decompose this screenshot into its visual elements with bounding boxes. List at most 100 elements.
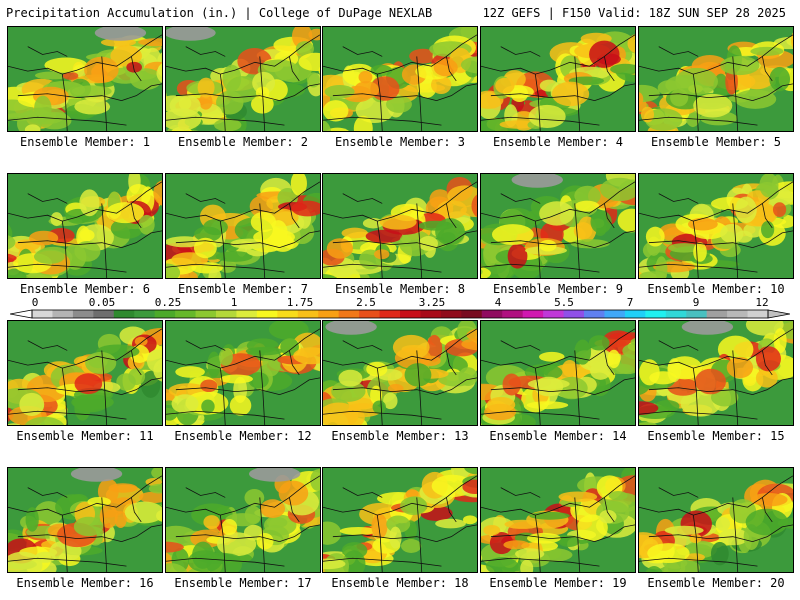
colorbar-swatch	[52, 310, 74, 318]
colorbar-tick-label: 1	[230, 296, 238, 309]
member-label-9: Ensemble Member: 9	[492, 282, 624, 296]
member-label-12: Ensemble Member: 12	[174, 429, 312, 443]
colorbar-tick-label: 2.5	[356, 296, 376, 309]
member-label-8: Ensemble Member: 8	[334, 282, 466, 296]
precip-field	[166, 27, 320, 131]
colorbar-swatch	[461, 310, 483, 318]
precip-field	[481, 321, 635, 425]
member-label-2: Ensemble Member: 2	[177, 135, 309, 149]
colorbar-scale	[9, 309, 791, 319]
colorbar-swatch	[175, 310, 197, 318]
member-map-4	[480, 26, 636, 132]
colorbar-swatch	[686, 310, 708, 318]
member-map-14	[480, 320, 636, 426]
colorbar-arrow-right	[767, 309, 791, 319]
colorbar-swatch	[543, 310, 565, 318]
precip-field	[639, 468, 793, 572]
member-label-4: Ensemble Member: 4	[492, 135, 624, 149]
colorbar: 0 0.05 0.25 1 1.75 2.5 3.25 4 5.5 7 9 12	[9, 296, 791, 322]
member-map-6	[7, 173, 163, 279]
precip-field	[639, 321, 793, 425]
member-map-9	[480, 173, 636, 279]
member-label-10: Ensemble Member: 10	[647, 282, 785, 296]
colorbar-swatch	[604, 310, 626, 318]
member-map-5	[638, 26, 794, 132]
colorbar-arrow-left	[9, 309, 33, 319]
colorbar-swatch	[318, 310, 340, 318]
colorbar-tick-label: 0.25	[154, 296, 182, 309]
colorbar-swatch	[256, 310, 278, 318]
member-map-1	[7, 26, 163, 132]
member-map-15	[638, 320, 794, 426]
colorbar-tick-label: 9	[692, 296, 700, 309]
member-label-5: Ensemble Member: 5	[650, 135, 782, 149]
colorbar-swatch	[338, 310, 360, 318]
colorbar-tick-label: 5.5	[554, 296, 574, 309]
colorbar-swatch	[93, 310, 115, 318]
colorbar-swatch	[72, 310, 94, 318]
member-label-19: Ensemble Member: 19	[489, 576, 627, 590]
member-label-14: Ensemble Member: 14	[489, 429, 627, 443]
colorbar-swatch	[502, 310, 524, 318]
colorbar-tick-label: 0	[31, 296, 39, 309]
member-map-7	[165, 173, 321, 279]
precip-field	[8, 27, 162, 131]
colorbar-swatch	[154, 310, 176, 318]
member-label-3: Ensemble Member: 3	[334, 135, 466, 149]
colorbar-swatch	[584, 310, 605, 318]
member-label-6: Ensemble Member: 6	[19, 282, 151, 296]
member-label-7: Ensemble Member: 7	[177, 282, 309, 296]
precip-field	[323, 468, 477, 572]
colorbar-swatch	[32, 310, 53, 318]
precip-field	[323, 27, 477, 131]
precip-field	[8, 321, 162, 425]
member-label-18: Ensemble Member: 18	[331, 576, 469, 590]
colorbar-swatch	[706, 310, 728, 318]
member-label-13: Ensemble Member: 13	[331, 429, 469, 443]
colorbar-tick-label: 12	[755, 296, 769, 309]
member-map-17	[165, 467, 321, 573]
colorbar-swatch	[134, 310, 156, 318]
colorbar-swatch	[216, 310, 237, 318]
colorbar-swatch	[665, 310, 687, 318]
colorbar-swatch	[113, 310, 135, 318]
precip-field	[481, 27, 635, 131]
colorbar-swatch	[645, 310, 667, 318]
colorbar-tick-label: 7	[626, 296, 634, 309]
precip-field	[639, 27, 793, 131]
colorbar-swatch	[420, 310, 442, 318]
colorbar-swatch	[624, 310, 646, 318]
run-valid-time: 12Z GEFS | F150 Valid: 18Z SUN SEP 28 20…	[482, 6, 786, 20]
member-map-11	[7, 320, 163, 426]
member-map-20	[638, 467, 794, 573]
colorbar-swatch	[522, 310, 544, 318]
colorbar-swatch	[359, 310, 381, 318]
precip-field	[323, 321, 477, 425]
member-map-2	[165, 26, 321, 132]
colorbar-swatch	[563, 310, 585, 318]
member-map-8	[322, 173, 478, 279]
colorbar-swatch	[440, 310, 462, 318]
member-label-15: Ensemble Member: 15	[647, 429, 785, 443]
precip-field	[166, 468, 320, 572]
colorbar-swatch	[400, 310, 421, 318]
member-label-1: Ensemble Member: 1	[19, 135, 151, 149]
colorbar-swatch	[195, 310, 217, 318]
member-label-16: Ensemble Member: 16	[16, 576, 154, 590]
member-label-20: Ensemble Member: 20	[647, 576, 785, 590]
member-map-13	[322, 320, 478, 426]
colorbar-swatch	[277, 310, 299, 318]
member-label-17: Ensemble Member: 17	[174, 576, 312, 590]
colorbar-swatch	[379, 310, 401, 318]
precip-field	[323, 174, 477, 278]
member-map-3	[322, 26, 478, 132]
member-map-12	[165, 320, 321, 426]
member-map-19	[480, 467, 636, 573]
precip-field	[639, 174, 793, 278]
member-label-11: Ensemble Member: 11	[16, 429, 154, 443]
precip-field	[8, 468, 162, 572]
colorbar-swatch	[727, 310, 749, 318]
colorbar-tick-label: 1.75	[286, 296, 314, 309]
colorbar-swatch	[236, 310, 258, 318]
colorbar-tick-label: 3.25	[418, 296, 446, 309]
